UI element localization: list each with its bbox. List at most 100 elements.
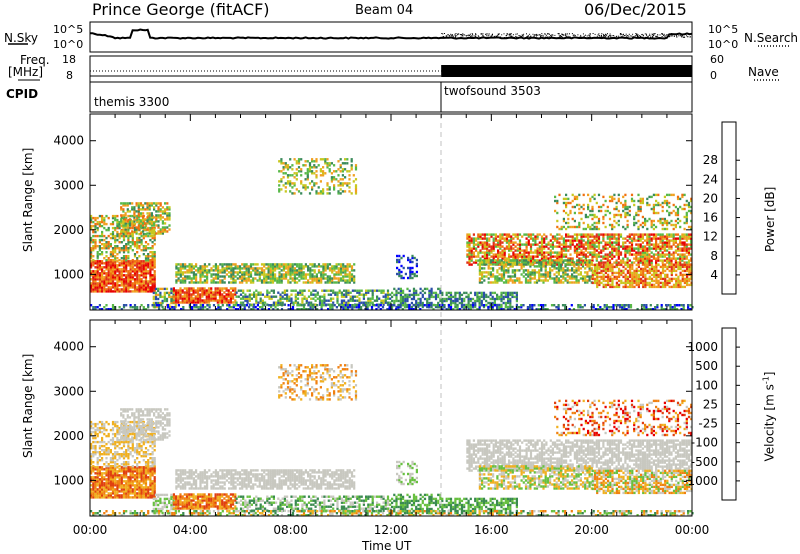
power-cell xyxy=(170,297,173,301)
power-cell xyxy=(344,190,347,193)
power-cell xyxy=(404,303,407,307)
power-cell xyxy=(286,168,290,171)
power-cell xyxy=(617,261,620,264)
power-cell xyxy=(475,259,478,262)
power-cell xyxy=(127,255,130,258)
power-cell xyxy=(142,224,145,227)
power-cell xyxy=(513,279,517,282)
power-cell xyxy=(516,255,519,258)
power-cell xyxy=(114,249,117,252)
nsearch-dot xyxy=(537,34,539,36)
power-cell xyxy=(487,281,490,284)
power-cell xyxy=(105,236,108,240)
power-cell xyxy=(481,281,484,284)
power-cell xyxy=(577,265,580,268)
power-cell xyxy=(161,226,164,229)
power-cell xyxy=(650,233,653,236)
power-cell xyxy=(507,299,510,303)
power-cell xyxy=(622,285,625,289)
power-cell xyxy=(631,267,634,271)
power-cell xyxy=(578,233,581,236)
power-cell xyxy=(445,291,448,295)
power-cell xyxy=(300,158,303,161)
power-cell xyxy=(474,291,477,295)
power-cell xyxy=(642,281,645,285)
power-cell xyxy=(347,301,350,304)
power-cell xyxy=(142,216,145,219)
power-cell xyxy=(168,303,171,307)
power-cell xyxy=(131,264,134,267)
power-cell xyxy=(595,253,598,256)
power-cell xyxy=(300,170,303,173)
nsearch-dot xyxy=(510,33,512,35)
power-cell xyxy=(641,237,644,240)
power-cell xyxy=(109,262,112,265)
power-cell xyxy=(474,293,477,297)
power-cell xyxy=(449,299,453,303)
nsearch-dot xyxy=(533,36,535,38)
power-cell xyxy=(161,228,164,231)
power-cell xyxy=(485,295,488,299)
power-cell xyxy=(467,299,470,303)
power-cell xyxy=(303,295,306,298)
power-cell xyxy=(345,293,348,296)
power-cell xyxy=(234,293,237,296)
power-cell xyxy=(313,269,316,272)
power-cell xyxy=(399,299,402,303)
power-cell xyxy=(412,293,416,297)
power-cell xyxy=(540,253,544,256)
power-cell xyxy=(512,241,515,244)
power-cell xyxy=(159,232,162,235)
power-cell xyxy=(412,289,416,293)
nsearch-dot xyxy=(462,33,464,35)
power-cell xyxy=(269,267,272,270)
power-cell xyxy=(353,269,356,272)
power-cell xyxy=(149,238,152,242)
power-cell xyxy=(648,237,651,240)
power-cell xyxy=(327,289,330,292)
power-cell xyxy=(287,281,290,284)
power-cell xyxy=(544,271,547,274)
power-cell xyxy=(133,222,136,225)
power-cell xyxy=(538,263,541,266)
power-cell xyxy=(333,170,336,173)
power-cell xyxy=(391,299,394,303)
power-cell xyxy=(323,297,326,300)
power-cell xyxy=(655,247,658,250)
power-cell xyxy=(607,269,610,273)
power-cell xyxy=(538,275,541,278)
power-cell xyxy=(531,269,534,272)
power-cell xyxy=(131,278,134,281)
power-cell xyxy=(580,253,583,256)
power-cell xyxy=(98,264,101,267)
power-cell xyxy=(472,233,475,236)
power-cell xyxy=(107,262,110,265)
power-cell xyxy=(116,226,119,230)
nsearch-dot xyxy=(659,34,661,36)
power-cell xyxy=(489,297,492,301)
power-cell xyxy=(304,273,307,276)
power-cell xyxy=(538,251,541,254)
power-cell xyxy=(602,279,605,283)
power-cell xyxy=(157,287,160,291)
power-cell xyxy=(487,265,490,268)
power-cell xyxy=(225,289,228,292)
power-cell xyxy=(221,275,224,278)
power-cell xyxy=(350,267,354,270)
nsearch-dot xyxy=(657,35,659,37)
power-cell xyxy=(278,188,281,191)
power-cell xyxy=(549,277,552,280)
power-cell xyxy=(581,279,585,282)
power-cell xyxy=(543,251,546,254)
power-cell xyxy=(147,270,150,273)
power-cell xyxy=(111,264,115,267)
power-cell xyxy=(497,239,500,242)
power-cell xyxy=(676,245,680,248)
power-cell xyxy=(611,251,614,254)
power-cell xyxy=(116,222,119,226)
power-cell xyxy=(107,282,110,285)
power-cell xyxy=(122,274,126,277)
power-cell xyxy=(631,283,634,287)
power-cell xyxy=(223,291,226,294)
power-cell xyxy=(505,257,508,260)
